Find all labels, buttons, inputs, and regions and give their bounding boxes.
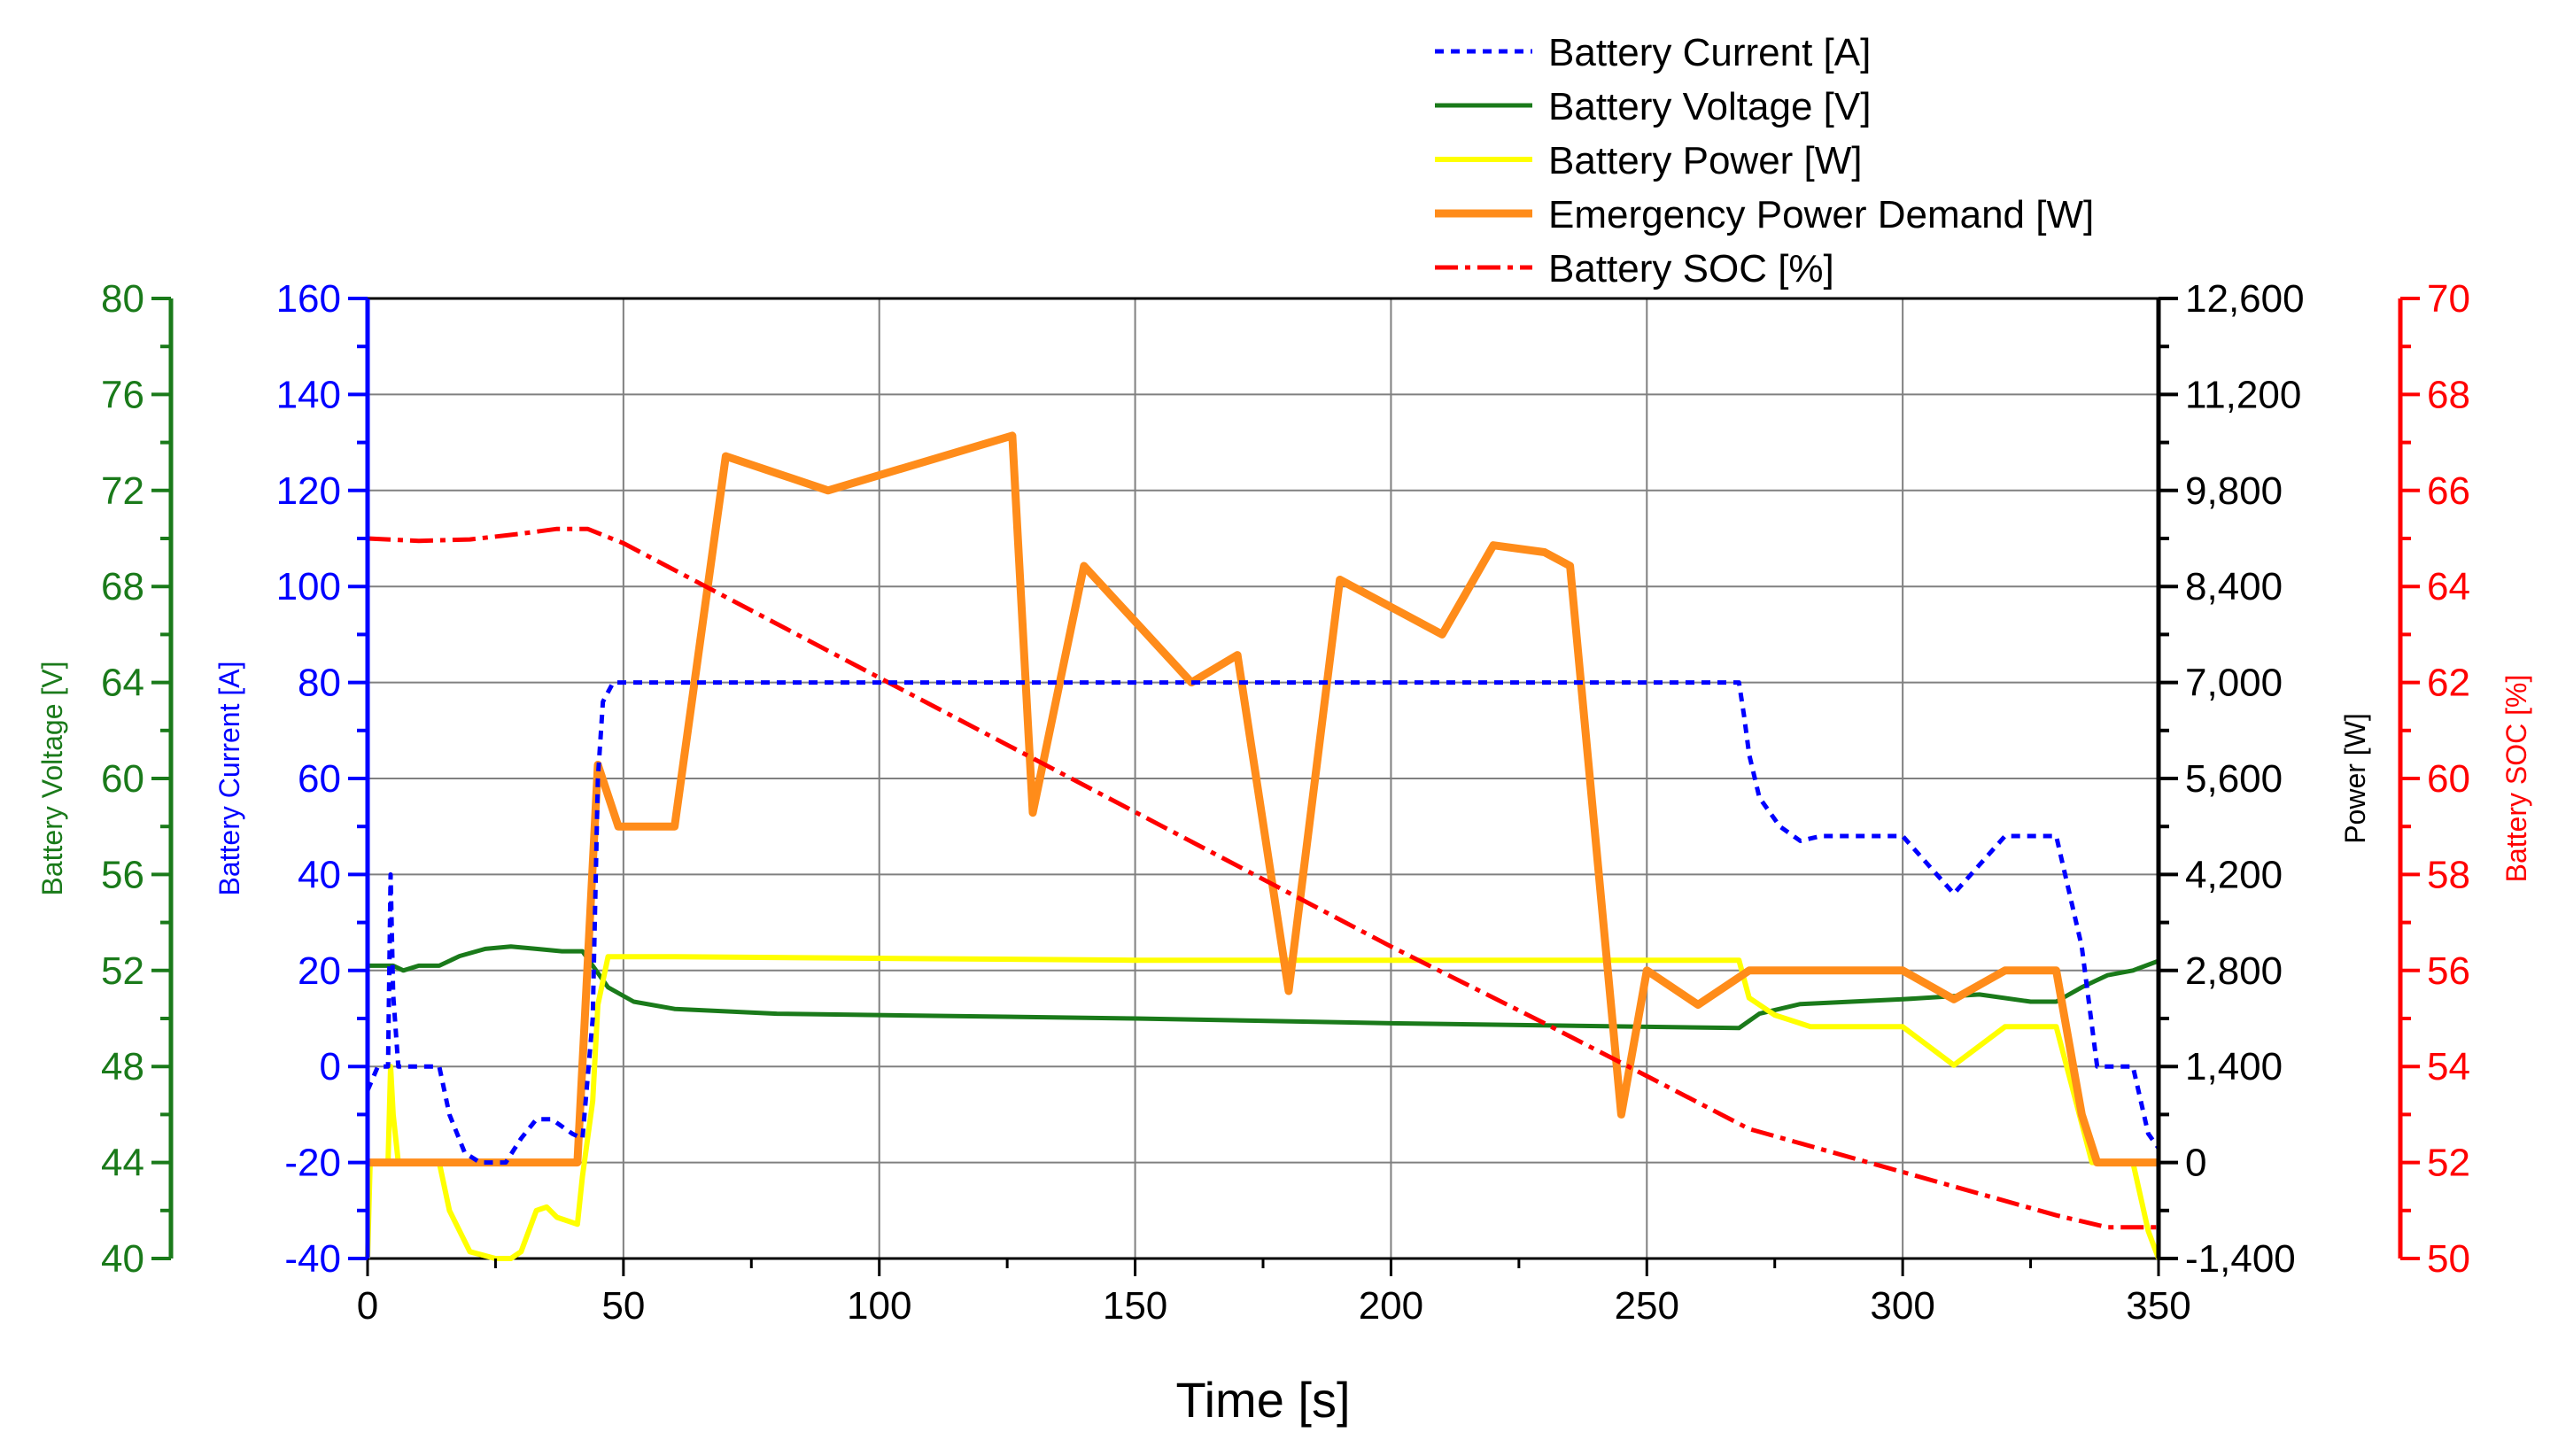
x-tick-label: 200 (1359, 1284, 1423, 1328)
soc-tick-label: 66 (2427, 469, 2470, 513)
voltage-tick-label: 72 (101, 469, 144, 513)
power-axis-title: Power [W] (2339, 713, 2371, 844)
series-line-1 (368, 944, 2159, 1031)
current-tick-label: 120 (276, 469, 341, 513)
power-tick-label: 12,600 (2185, 277, 2305, 321)
legend-label: Battery Power [W] (1548, 139, 1863, 182)
voltage-tick-label: 68 (101, 565, 144, 608)
current-axis-title: Battery Current [A] (213, 662, 245, 896)
x-tick-label: 100 (847, 1284, 911, 1328)
x-axis-title: Time [s] (1175, 1372, 1350, 1428)
voltage-tick-label: 52 (101, 949, 144, 993)
legend-label: Emergency Power Demand [W] (1548, 193, 2094, 236)
power-tick-label: 0 (2185, 1142, 2206, 1185)
current-tick-label: -40 (284, 1237, 341, 1281)
voltage-axis-title: Battery Voltage [V] (36, 661, 68, 895)
current-tick-label: 20 (298, 949, 341, 993)
voltage-tick-label: 56 (101, 853, 144, 896)
power-tick-label: 2,800 (2185, 949, 2283, 993)
current-tick-label: 80 (298, 662, 341, 705)
series-layer (365, 431, 2161, 1261)
legend: Battery Current [A] Battery Voltage [V] Ba… (1435, 31, 2094, 290)
x-tick-label: 300 (1870, 1284, 1934, 1328)
voltage-tick-label: 80 (101, 277, 144, 321)
voltage-tick-label: 76 (101, 373, 144, 416)
current-tick-label: 100 (276, 565, 341, 608)
x-tick-label: 0 (357, 1284, 378, 1328)
power-tick-label: 7,000 (2185, 662, 2283, 705)
series-line-4 (367, 526, 2159, 1230)
x-tick-label: 350 (2126, 1284, 2190, 1328)
power-tick-label: 8,400 (2185, 565, 2283, 608)
power-tick-label: 4,200 (2185, 853, 2283, 896)
series-line-3 (368, 431, 2159, 1167)
current-tick-label: 0 (320, 1045, 341, 1088)
soc-tick-label: 62 (2427, 662, 2470, 705)
voltage-tick-label: 64 (101, 662, 144, 705)
power-tick-label: -1,400 (2185, 1237, 2296, 1281)
soc-tick-label: 68 (2427, 373, 2470, 416)
soc-tick-label: 60 (2427, 757, 2470, 801)
soc-tick-label: 56 (2427, 949, 2470, 993)
series-line-0 (365, 680, 2161, 1166)
soc-tick-label: 64 (2427, 565, 2470, 608)
voltage-tick-label: 48 (101, 1045, 144, 1088)
x-tick-label: 50 (601, 1284, 645, 1328)
legend-label: Battery SOC [%] (1548, 247, 1834, 290)
soc-tick-label: 50 (2427, 1237, 2470, 1281)
soc-tick-label: 58 (2427, 853, 2470, 896)
current-tick-label: 160 (276, 277, 341, 321)
current-tick-label: 60 (298, 757, 341, 801)
power-tick-label: 11,200 (2185, 373, 2301, 416)
voltage-tick-label: 40 (101, 1237, 144, 1281)
current-tick-label: 40 (298, 853, 341, 896)
power-tick-label: 5,600 (2185, 757, 2283, 801)
soc-tick-label: 54 (2427, 1045, 2470, 1088)
x-tick-label: 250 (1615, 1284, 1679, 1328)
current-tick-label: 140 (276, 373, 341, 416)
voltage-tick-label: 60 (101, 757, 144, 801)
soc-tick-label: 52 (2427, 1142, 2470, 1185)
power-tick-label: 9,800 (2185, 469, 2283, 513)
current-tick-label: -20 (284, 1142, 341, 1185)
legend-label: Battery Current [A] (1548, 31, 1871, 74)
voltage-tick-label: 44 (101, 1142, 144, 1185)
legend-label: Battery Voltage [V] (1548, 85, 1871, 128)
soc-axis-title: Battery SOC [%] (2500, 675, 2532, 883)
x-tick-label: 150 (1103, 1284, 1167, 1328)
soc-tick-label: 70 (2427, 277, 2470, 321)
power-tick-label: 1,400 (2185, 1045, 2283, 1088)
